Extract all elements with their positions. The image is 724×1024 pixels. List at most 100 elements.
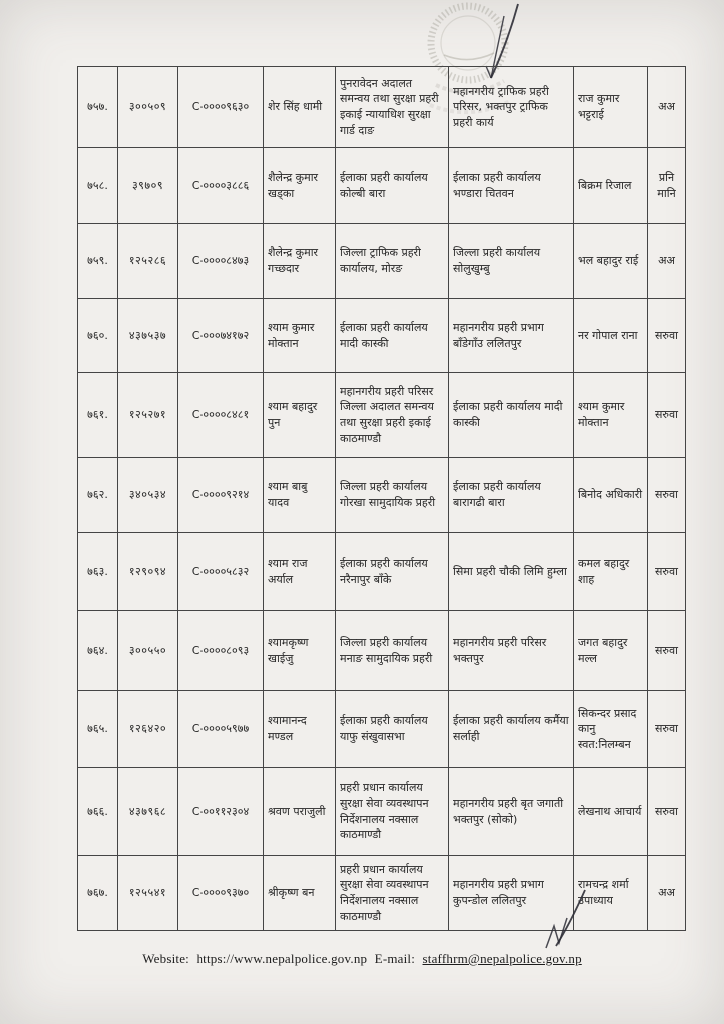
cell-name: शैलेन्द्र कुमार खड्का xyxy=(263,147,336,224)
cell-current-office: पुनरावेदन अदालत समन्वय तथा सुरक्षा प्रहर… xyxy=(335,66,449,148)
cell-current-office: महानगरीय प्रहरी परिसर जिल्ला अदालत समन्व… xyxy=(335,372,449,458)
table-row: ७६१. १२५२७१ C-००००८४८१ श्याम बहादुर पुन महान… xyxy=(77,372,686,458)
table-row: ७६३. १२९०९४ C-००००५८३२ श्याम राज अर्याल ईलाक… xyxy=(77,532,686,611)
cell-current-office: जिल्ला प्रहरी कार्यालय गोरखा सामुदायिक प… xyxy=(335,457,449,533)
table-row: ७६०. ४३७५३७ C-०००७४१७२ श्याम कुमार मोक्तान ई… xyxy=(77,298,686,373)
cell-employee-no: १२५२७१ xyxy=(117,372,178,458)
cell-serial-no: ७५८. xyxy=(77,147,118,224)
cell-current-office: ईलाका प्रहरी कार्यालय मादी कास्की xyxy=(335,298,449,373)
cell-current-office: प्रहरी प्रधान कार्यालय सुरक्षा सेवा व्यव… xyxy=(335,767,449,856)
cell-replacement-name: भल बहादुर राई xyxy=(573,223,648,299)
cell-employee-no: ३९७०९ xyxy=(117,147,178,224)
cell-name: शेर सिंह धामी xyxy=(263,66,336,148)
cell-c-no: C-०००७४१७२ xyxy=(177,298,264,373)
cell-current-office: जिल्ला प्रहरी कार्यालय मनाङ सामुदायिक प्… xyxy=(335,610,449,691)
cell-c-no: C-००००८०९३ xyxy=(177,610,264,691)
cell-name: श्रीकृष्ण बन xyxy=(263,855,336,931)
cell-serial-no: ७६२. xyxy=(77,457,118,533)
cell-replacement-name: लेखनाथ आचार्य xyxy=(573,767,648,856)
cell-name: श्याम बहादुर पुन xyxy=(263,372,336,458)
cell-remark: अअ xyxy=(647,855,686,931)
cell-c-no: C-००००८४८१ xyxy=(177,372,264,458)
cell-employee-no: १२५२८६ xyxy=(117,223,178,299)
cell-replacement-name: राज कुमार भट्टराई xyxy=(573,66,648,148)
cell-new-office: सिमा प्रहरी चौकी लिमि हुम्ला xyxy=(448,532,574,611)
cell-serial-no: ७६४. xyxy=(77,610,118,691)
cell-remark: प्रनि मानि xyxy=(647,147,686,224)
cell-remark: अअ xyxy=(647,223,686,299)
cell-serial-no: ७५९. xyxy=(77,223,118,299)
cell-employee-no: ३४०५३४ xyxy=(117,457,178,533)
cell-employee-no: १२५५४१ xyxy=(117,855,178,931)
table-row: ७५९. १२५२८६ C-००००८४७३ शैलेन्द्र कुमार गच्छ… xyxy=(77,223,686,299)
cell-name: श्रवण पराजुली xyxy=(263,767,336,856)
cell-replacement-name: बिक्रम रिजाल xyxy=(573,147,648,224)
cell-c-no: C-००००५८३२ xyxy=(177,532,264,611)
website-label: Website: xyxy=(142,951,189,966)
cell-employee-no: ३००५०९ xyxy=(117,66,178,148)
footer-contact-line: Website: https://www.nepalpolice.gov.np … xyxy=(0,951,724,967)
cell-c-no: C-००११२३०४ xyxy=(177,767,264,856)
cell-c-no: C-००००३८८६ xyxy=(177,147,264,224)
cell-remark: अअ xyxy=(647,66,686,148)
cell-new-office: महानगरीय प्रहरी परिसर भक्तपुर xyxy=(448,610,574,691)
cell-remark: सरुवा xyxy=(647,372,686,458)
cell-remark: सरुवा xyxy=(647,767,686,856)
cell-serial-no: ७६७. xyxy=(77,855,118,931)
cell-name: श्याम कुमार मोक्तान xyxy=(263,298,336,373)
cell-replacement-name: जगत बहादुर मल्ल xyxy=(573,610,648,691)
cell-replacement-name: कमल बहादुर शाह xyxy=(573,532,648,611)
cell-employee-no: १२९०९४ xyxy=(117,532,178,611)
cell-name: श्यामानन्द मण्डल xyxy=(263,690,336,768)
cell-replacement-name: नर गोपाल राना xyxy=(573,298,648,373)
table-row: ७६४. ३००५५० C-००००८०९३ श्यामकृष्ण खाईजु जिल्… xyxy=(77,610,686,691)
cell-name: शैलेन्द्र कुमार गच्छदार xyxy=(263,223,336,299)
cell-c-no: C-००००५९७७ xyxy=(177,690,264,768)
cell-new-office: ईलाका प्रहरी कार्यालय कर्मैया सर्लाही xyxy=(448,690,574,768)
table-row: ७५७. ३००५०९ C-००००९६३० शेर सिंह धामी पुनरावे… xyxy=(77,66,686,148)
table-row: ७६७. १२५५४१ C-००००९३७० श्रीकृष्ण बन प्रहरी प… xyxy=(77,855,686,931)
cell-name: श्याम राज अर्याल xyxy=(263,532,336,611)
cell-employee-no: ३००५५० xyxy=(117,610,178,691)
cell-replacement-name: श्याम कुमार मोक्तान xyxy=(573,372,648,458)
transfer-table-body: ७५७. ३००५०९ C-००००९६३० शेर सिंह धामी पुनरावे… xyxy=(77,66,686,931)
cell-serial-no: ७६५. xyxy=(77,690,118,768)
cell-current-office: जिल्ला ट्राफिक प्रहरी कार्यालय, मोरङ xyxy=(335,223,449,299)
cell-new-office: महानगरीय प्रहरी बृत जगाती भक्तपुर (सोको) xyxy=(448,767,574,856)
website-url: https://www.nepalpolice.gov.np xyxy=(196,951,368,966)
cell-current-office: ईलाका प्रहरी कार्यालय कोल्बी बारा xyxy=(335,147,449,224)
table-row: ७६५. १२६४२० C-००००५९७७ श्यामानन्द मण्डल ईलाक… xyxy=(77,690,686,768)
cell-current-office: प्रहरी प्रधान कार्यालय सुरक्षा सेवा व्यव… xyxy=(335,855,449,931)
cell-name: श्याम बाबु यादव xyxy=(263,457,336,533)
cell-remark: सरुवा xyxy=(647,532,686,611)
cell-serial-no: ७५७. xyxy=(77,66,118,148)
cell-remark: सरुवा xyxy=(647,690,686,768)
cell-remark: सरुवा xyxy=(647,457,686,533)
cell-new-office: ईलाका प्रहरी कार्यालय भण्डारा चितवन xyxy=(448,147,574,224)
cell-replacement-name: रामचन्द्र शर्मा उपाध्याय xyxy=(573,855,648,931)
cell-serial-no: ७६१. xyxy=(77,372,118,458)
cell-serial-no: ७६३. xyxy=(77,532,118,611)
cell-replacement-name: सिकन्दर प्रसाद कानु स्वत:निलम्बन xyxy=(573,690,648,768)
email-label: E-mail: xyxy=(374,951,416,966)
cell-remark: सरुवा xyxy=(647,610,686,691)
email-address: staffhrm@nepalpolice.gov.np xyxy=(422,951,582,966)
cell-new-office: ईलाका प्रहरी कार्यालय बारागढी बारा xyxy=(448,457,574,533)
cell-new-office: महानगरीय प्रहरी प्रभाग बाँडेगाँउ ललितपुर xyxy=(448,298,574,373)
cell-employee-no: ४३७९६८ xyxy=(117,767,178,856)
cell-name: श्यामकृष्ण खाईजु xyxy=(263,610,336,691)
table-row: ७६६. ४३७९६८ C-००११२३०४ श्रवण पराजुली प्रहरी … xyxy=(77,767,686,856)
table-row: ७६२. ३४०५३४ C-००००९२१४ श्याम बाबु यादव जिल्ल… xyxy=(77,457,686,533)
cell-new-office: महानगरीय प्रहरी प्रभाग कुपन्डोल ललितपुर xyxy=(448,855,574,931)
cell-c-no: C-००००९२१४ xyxy=(177,457,264,533)
table-row: ७५८. ३९७०९ C-००००३८८६ शैलेन्द्र कुमार खड्का… xyxy=(77,147,686,224)
cell-new-office: जिल्ला प्रहरी कार्यालय सोलुखुम्बु xyxy=(448,223,574,299)
cell-current-office: ईलाका प्रहरी कार्यालय नरैनापुर बाँके xyxy=(335,532,449,611)
transfer-table: ७५७. ३००५०९ C-००००९६३० शेर सिंह धामी पुनरावे… xyxy=(77,66,686,931)
cell-new-office: ईलाका प्रहरी कार्यालय मादी कास्की xyxy=(448,372,574,458)
cell-employee-no: ४३७५३७ xyxy=(117,298,178,373)
cell-c-no: C-००००९३७० xyxy=(177,855,264,931)
cell-current-office: ईलाका प्रहरी कार्यालय याफु संखुवासभा xyxy=(335,690,449,768)
cell-new-office: महानगरीय ट्राफिक प्रहरी परिसर, भक्तपुर ट… xyxy=(448,66,574,148)
